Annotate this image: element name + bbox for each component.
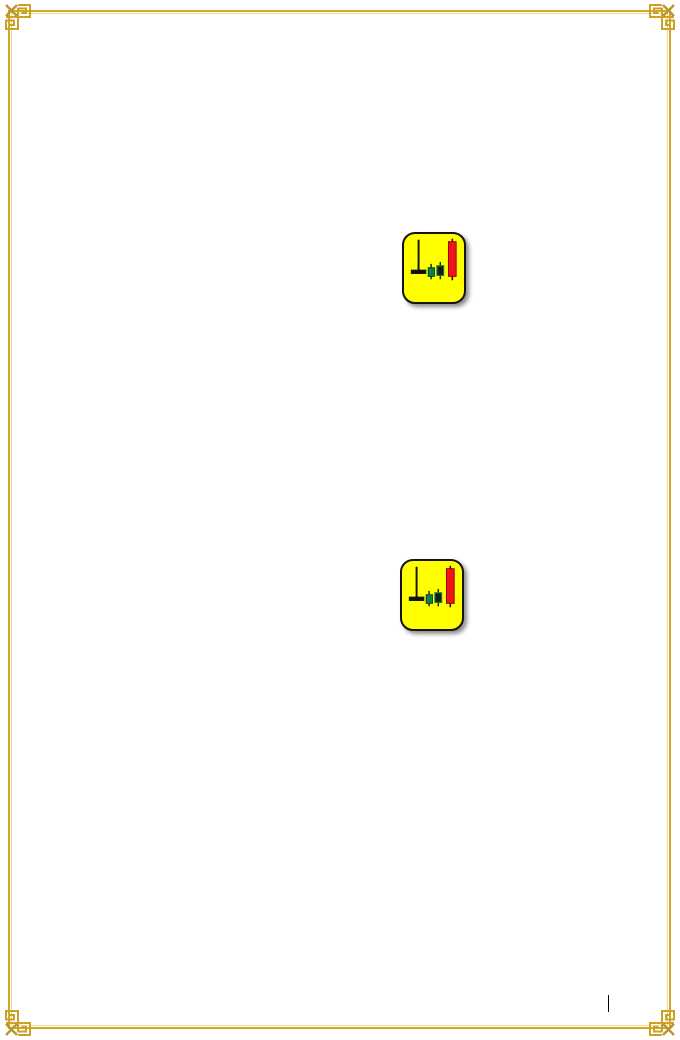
candle-pattern-icon [408, 565, 455, 608]
xianren-zhilu-badge [400, 559, 464, 631]
xianren-zhilu-badge [402, 232, 466, 304]
candle-pattern-icon [410, 238, 457, 281]
period-label [608, 995, 612, 1012]
